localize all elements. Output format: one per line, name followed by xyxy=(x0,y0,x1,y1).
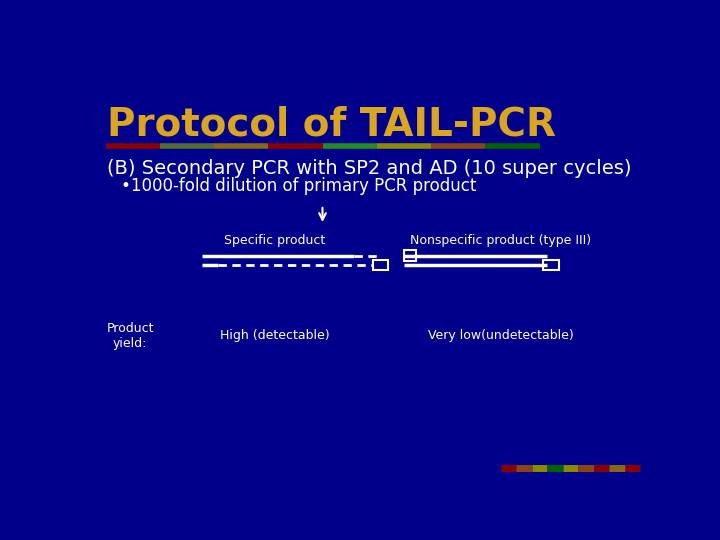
Text: Nonspecific product (type III): Nonspecific product (type III) xyxy=(410,234,591,247)
Text: Specific product: Specific product xyxy=(224,234,325,247)
Text: •1000-fold dilution of primary PCR product: •1000-fold dilution of primary PCR produ… xyxy=(121,178,477,195)
Bar xyxy=(544,260,559,271)
Text: Very low(undetectable): Very low(undetectable) xyxy=(428,329,574,342)
Text: High (detectable): High (detectable) xyxy=(220,329,329,342)
Bar xyxy=(373,260,388,271)
Text: Product
yield:: Product yield: xyxy=(107,322,154,350)
Text: Protocol of TAIL-PCR: Protocol of TAIL-PCR xyxy=(107,106,556,144)
Bar xyxy=(404,251,416,261)
Text: (B) Secondary PCR with SP2 and AD (10 super cycles): (B) Secondary PCR with SP2 and AD (10 su… xyxy=(107,159,631,178)
